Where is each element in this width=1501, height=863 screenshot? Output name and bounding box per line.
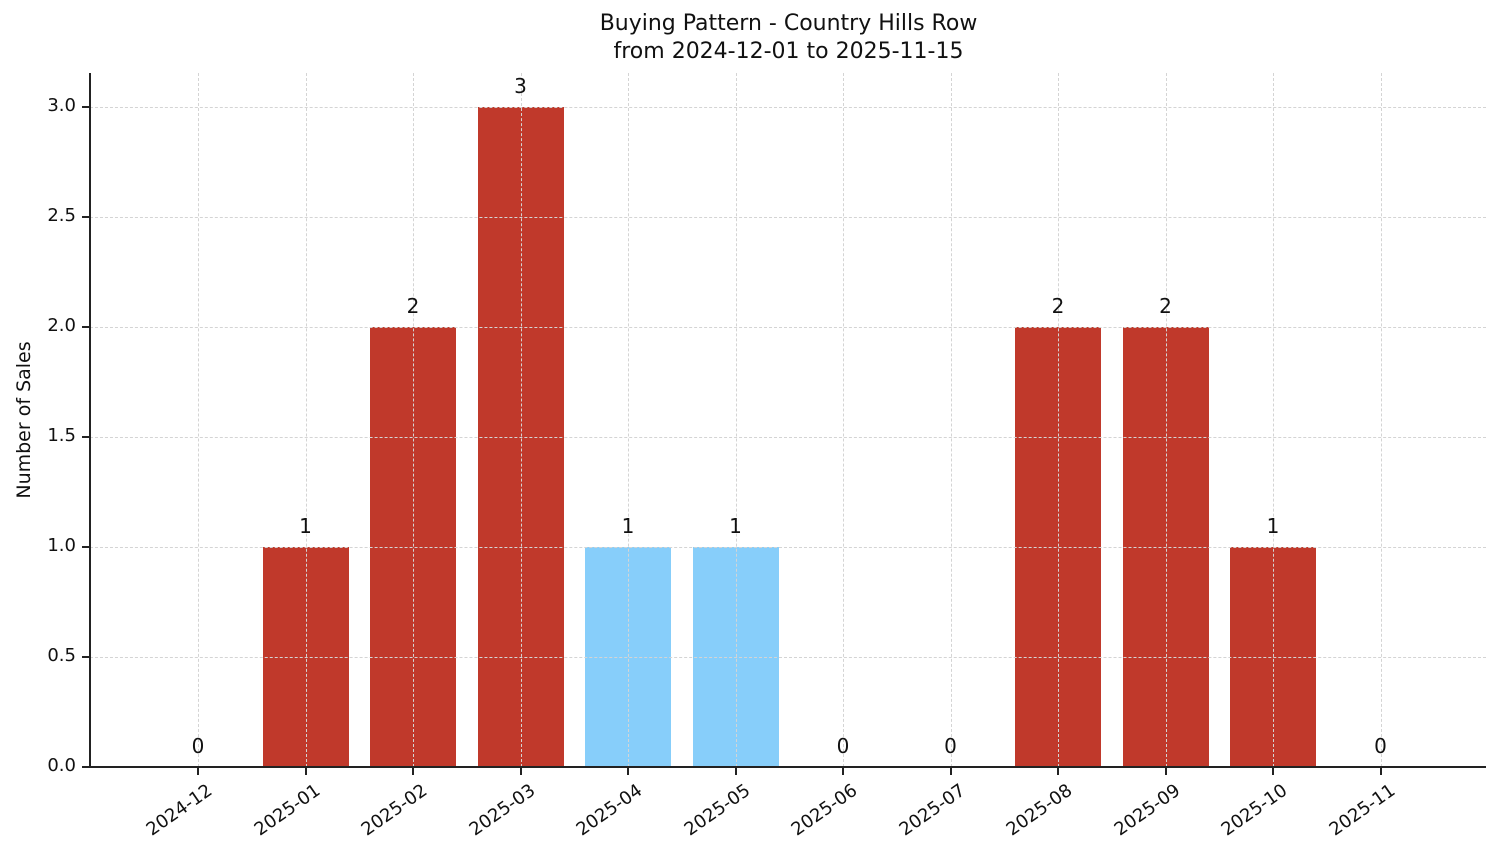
y-tick-mark <box>82 546 89 548</box>
y-tick-label: 1.0 <box>47 535 76 556</box>
gridline-vertical <box>628 73 629 767</box>
x-tick-label: 2025-05 <box>680 780 754 841</box>
gridline-vertical <box>735 73 737 767</box>
bar-value-label: 1 <box>729 514 742 538</box>
x-tick-label: 2025-04 <box>572 780 647 841</box>
chart-subtitle: from 2024-12-01 to 2025-11-15 <box>613 39 964 64</box>
bar-value-label: 2 <box>1159 294 1172 318</box>
x-axis-line <box>89 766 1486 768</box>
y-axis-line <box>89 73 91 768</box>
y-tick-mark <box>82 216 89 218</box>
y-tick-mark <box>82 326 89 328</box>
x-tick-mark <box>304 768 307 775</box>
x-tick-mark <box>842 768 844 775</box>
bar-value-label: 1 <box>621 514 635 538</box>
x-tick-label: 2025-07 <box>895 780 969 841</box>
y-tick-label: 3.0 <box>47 95 76 116</box>
y-tick-label: 2.0 <box>47 315 76 336</box>
gridline-horizontal <box>90 327 1486 328</box>
x-tick-mark <box>1272 768 1274 775</box>
y-axis-label: Number of Sales <box>13 341 35 499</box>
gridline-vertical <box>950 73 952 767</box>
gridline-horizontal <box>90 107 1486 108</box>
bar-value-label: 0 <box>836 734 850 758</box>
gridline-vertical <box>305 73 307 767</box>
gridline-horizontal <box>90 657 1486 658</box>
y-tick-label: 1.5 <box>47 425 76 446</box>
bar-value-label: 1 <box>1266 514 1280 538</box>
bar-value-label: 0 <box>191 734 205 758</box>
y-tick-label: 2.5 <box>47 205 76 226</box>
x-tick-mark <box>1164 768 1167 775</box>
x-tick-label: 2025-02 <box>357 780 432 841</box>
chart-title-main: Buying Pattern - Country Hills Row <box>599 11 978 36</box>
x-tick-label: 2025-08 <box>1002 780 1077 841</box>
y-tick-mark <box>82 766 89 768</box>
x-tick-mark <box>412 768 414 775</box>
x-tick-mark <box>519 768 522 775</box>
gridline-vertical <box>1273 73 1274 767</box>
y-tick-label: 0.5 <box>47 645 76 666</box>
y-tick-mark <box>82 106 89 108</box>
bar-value-label: 1 <box>299 514 312 538</box>
bar-value-label: 2 <box>1051 294 1065 318</box>
chart-title: Buying Pattern - Country Hills Row from … <box>0 10 1501 66</box>
gridline-horizontal <box>90 547 1486 548</box>
gridline-vertical <box>413 73 414 767</box>
y-tick-label: 0.0 <box>47 755 76 776</box>
gridline-horizontal <box>90 437 1486 438</box>
x-tick-mark <box>197 768 199 775</box>
y-tick-mark <box>82 436 89 438</box>
bar-value-label: 3 <box>514 74 527 98</box>
x-tick-label: 2025-03 <box>465 780 539 841</box>
x-tick-mark <box>949 768 952 775</box>
gridline-vertical <box>1165 73 1167 767</box>
x-tick-mark <box>1057 768 1059 775</box>
x-tick-mark <box>1379 768 1382 775</box>
y-tick-mark <box>82 656 89 658</box>
bar-value-label: 0 <box>944 734 957 758</box>
gridline-vertical <box>1058 73 1059 767</box>
x-tick-label: 2025-06 <box>787 780 862 841</box>
x-tick-label: 2025-01 <box>250 780 324 841</box>
gridline-vertical <box>198 73 199 767</box>
bar-value-label: 2 <box>406 294 420 318</box>
x-tick-label: 2025-11 <box>1325 780 1399 841</box>
gridline-vertical <box>520 73 522 767</box>
x-tick-mark <box>734 768 737 775</box>
x-tick-mark <box>627 768 629 775</box>
plot-area: 0 1 2 3 1 1 0 0 2 2 1 0 <box>90 73 1486 767</box>
bar-value-label: 0 <box>1374 734 1387 758</box>
gridline-horizontal <box>90 217 1486 218</box>
x-tick-label: 2025-10 <box>1217 780 1292 841</box>
x-tick-label: 2025-09 <box>1110 780 1184 841</box>
x-tick-label: 2024-12 <box>142 780 217 841</box>
gridline-vertical <box>1380 73 1382 767</box>
gridline-vertical <box>843 73 844 767</box>
